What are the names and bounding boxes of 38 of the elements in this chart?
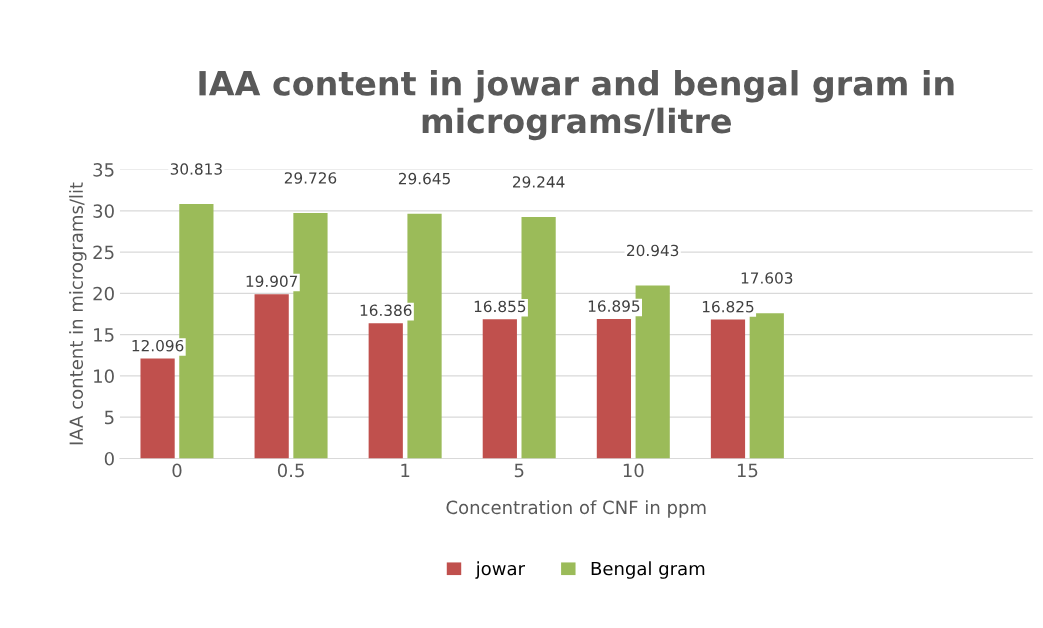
bar bbox=[749, 313, 784, 459]
data-label: 29.645 bbox=[398, 172, 450, 185]
data-label: 16.895 bbox=[588, 300, 640, 312]
y-tick-label: 30 bbox=[93, 204, 114, 218]
bar bbox=[596, 318, 632, 459]
y-tick-label: 10 bbox=[94, 369, 114, 384]
data-label: 12.096 bbox=[132, 339, 184, 352]
y-tick-label: 0 bbox=[104, 451, 114, 466]
bar bbox=[482, 319, 517, 459]
x-tick-label: 10 bbox=[623, 463, 644, 478]
bar bbox=[368, 323, 403, 459]
data-label: 16.386 bbox=[360, 304, 412, 317]
data-label: 20.943 bbox=[627, 244, 679, 257]
y-tick-label: 20 bbox=[93, 286, 114, 301]
data-label: 16.855 bbox=[474, 300, 526, 313]
legend-label: Bengal gram bbox=[591, 561, 705, 579]
y-axis-title: IAA content in micrograms/lit bbox=[69, 182, 87, 445]
bar bbox=[710, 319, 746, 459]
x-tick-label: 0.5 bbox=[277, 463, 304, 478]
y-tick-label: 25 bbox=[93, 245, 114, 260]
y-tick-label: 5 bbox=[104, 410, 114, 425]
x-tick-label: 1 bbox=[401, 463, 410, 478]
x-tick-label: 15 bbox=[737, 463, 758, 478]
data-label: 29.726 bbox=[284, 172, 337, 184]
data-label: 19.907 bbox=[246, 275, 298, 288]
bar bbox=[254, 294, 289, 459]
x-tick-label: 0 bbox=[172, 463, 182, 478]
data-label: 30.813 bbox=[170, 163, 222, 175]
y-tick-label: 35 bbox=[93, 163, 114, 177]
chart-title: IAA content in jowar and bengal gram in micrograms/litre bbox=[199, 70, 954, 141]
data-label: 16.825 bbox=[702, 300, 754, 313]
data-label: 29.244 bbox=[513, 176, 565, 188]
x-tick-label: 5 bbox=[514, 463, 524, 478]
x-axis-title: Concentration of CNF in ppm bbox=[446, 500, 706, 518]
legend-label: jowar bbox=[475, 561, 525, 579]
data-label: 17.603 bbox=[741, 272, 793, 284]
bar bbox=[140, 358, 175, 459]
y-tick-label: 15 bbox=[94, 328, 114, 342]
